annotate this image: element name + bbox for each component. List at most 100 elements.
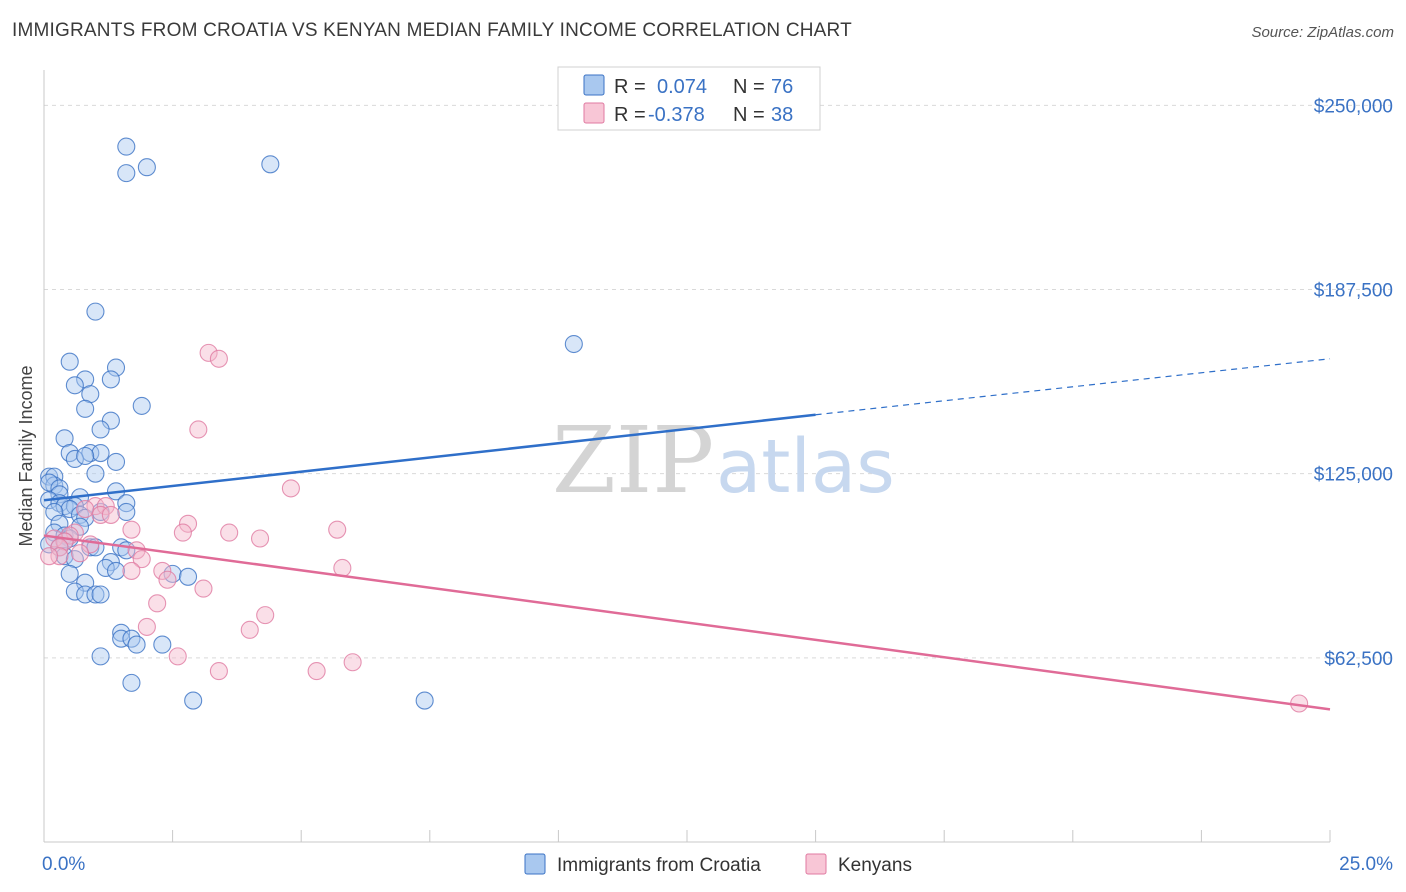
- legend-label-croatia: Immigrants from Croatia: [557, 855, 761, 876]
- croatia-trend-extension: [815, 358, 1331, 416]
- croatia-point: [117, 502, 136, 522]
- kenyans-point: [256, 606, 275, 625]
- source-credit: Source: ZipAtlas.com: [1251, 24, 1394, 41]
- legend-label-kenyans: Kenyans: [838, 855, 912, 876]
- grid-layer: [44, 104, 1394, 659]
- watermark-zip: ZIP: [552, 407, 714, 514]
- croatia-point: [45, 502, 64, 522]
- kenyans-trend-line: [43, 534, 1331, 711]
- watermark-atlas: atlas: [716, 424, 895, 510]
- croatia-point: [153, 635, 172, 654]
- legend-swatch-croatia: [524, 853, 546, 875]
- croatia-point: [122, 629, 141, 648]
- croatia-point: [184, 691, 203, 710]
- croatia-trend-line: [43, 413, 816, 502]
- croatia-point: [106, 452, 126, 471]
- kenyans-point: [189, 420, 208, 439]
- croatia-point: [261, 155, 280, 174]
- y-axis-label: Median Family Income: [16, 365, 36, 546]
- series-legend: Immigrants from Croatia Kenyans: [524, 853, 912, 876]
- croatia-point: [76, 585, 95, 604]
- kenyans-point: [328, 520, 347, 539]
- croatia-point: [91, 585, 110, 604]
- kenyans-point: [158, 570, 177, 589]
- croatia-point: [91, 420, 110, 439]
- x-tick-label: 25.0%: [1339, 854, 1393, 875]
- y-tick-label: $125,000: [1314, 465, 1393, 486]
- y-tick-label: $250,000: [1314, 96, 1393, 117]
- kenyans-point: [153, 561, 172, 580]
- stats-swatch-blue: [583, 74, 605, 96]
- croatia-point: [117, 137, 136, 156]
- kenyans-point: [199, 343, 218, 362]
- ticks-layer: $62,500 $125,000 $187,500 $250,000 0.0% 25.0%: [42, 96, 1393, 875]
- stats-r-label: R =: [614, 76, 646, 98]
- kenyans-point: [70, 544, 90, 563]
- croatia-point: [122, 673, 141, 692]
- kenyans-point: [132, 550, 151, 569]
- kenyans-point: [148, 594, 167, 613]
- croatia-point: [91, 444, 110, 463]
- croatia-point: [117, 164, 136, 183]
- croatia-point: [60, 444, 79, 463]
- kenyans-point: [122, 561, 141, 580]
- croatia-point: [40, 473, 59, 492]
- legend-swatch-kenyans: [805, 853, 827, 875]
- kenyans-point: [50, 547, 69, 566]
- kenyans-point: [91, 505, 110, 524]
- kenyans-point: [194, 579, 213, 598]
- kenyans-point: [209, 349, 228, 368]
- croatia-point: [415, 691, 434, 710]
- croatia-point: [60, 352, 79, 371]
- kenyans-point: [101, 505, 120, 524]
- kenyans-point: [240, 620, 259, 639]
- croatia-point: [65, 449, 84, 468]
- croatia-point: [50, 479, 69, 498]
- kenyans-point: [86, 497, 105, 516]
- croatia-point: [86, 302, 105, 321]
- kenyans-point: [168, 647, 187, 666]
- kenyans-point: [343, 653, 362, 672]
- trend-layer: [43, 358, 1331, 711]
- croatia-point: [137, 158, 156, 177]
- croatia-point: [91, 647, 110, 666]
- kenyans-point: [76, 499, 95, 519]
- croatia-point: [55, 547, 74, 566]
- kenyans-point: [250, 529, 270, 548]
- stats-n-value: 76: [771, 76, 793, 98]
- stats-n-label: N =: [733, 76, 765, 98]
- croatia-point: [76, 446, 95, 466]
- points-layer: [40, 137, 1309, 713]
- croatia-point: [86, 464, 105, 483]
- croatia-point: [65, 582, 84, 601]
- kenyans-point: [122, 520, 141, 539]
- croatia-point: [76, 399, 95, 418]
- watermark: ZIP atlas: [552, 407, 895, 514]
- kenyans-point: [281, 479, 300, 498]
- croatia-point: [112, 623, 131, 642]
- stats-n-label: N =: [733, 104, 765, 126]
- croatia-point: [163, 564, 182, 583]
- stats-legend: R = 0.074 N = 76 R = -0.378 N = 38: [557, 66, 821, 131]
- stats-r-label: R =: [614, 104, 646, 126]
- kenyans-point: [173, 523, 192, 542]
- kenyans-point: [209, 662, 228, 681]
- croatia-point: [60, 564, 79, 583]
- stats-swatch-pink: [583, 102, 605, 124]
- croatia-point: [40, 467, 59, 486]
- croatia-point: [60, 499, 79, 519]
- kenyans-point: [96, 497, 115, 516]
- croatia-point: [106, 561, 126, 580]
- stats-r-value: 0.074: [657, 76, 707, 98]
- croatia-point: [96, 558, 115, 578]
- y-tick-label: $62,500: [1324, 649, 1393, 670]
- chart-title: IMMIGRANTS FROM CROATIA VS KENYAN MEDIAN…: [12, 20, 852, 41]
- croatia-point: [101, 370, 120, 389]
- axes-layer: [43, 70, 1331, 843]
- y-tick-label: $187,500: [1314, 281, 1393, 302]
- kenyans-point: [137, 617, 156, 636]
- croatia-point: [132, 396, 151, 415]
- croatia-point: [101, 553, 120, 572]
- stats-n-value: 38: [771, 104, 793, 126]
